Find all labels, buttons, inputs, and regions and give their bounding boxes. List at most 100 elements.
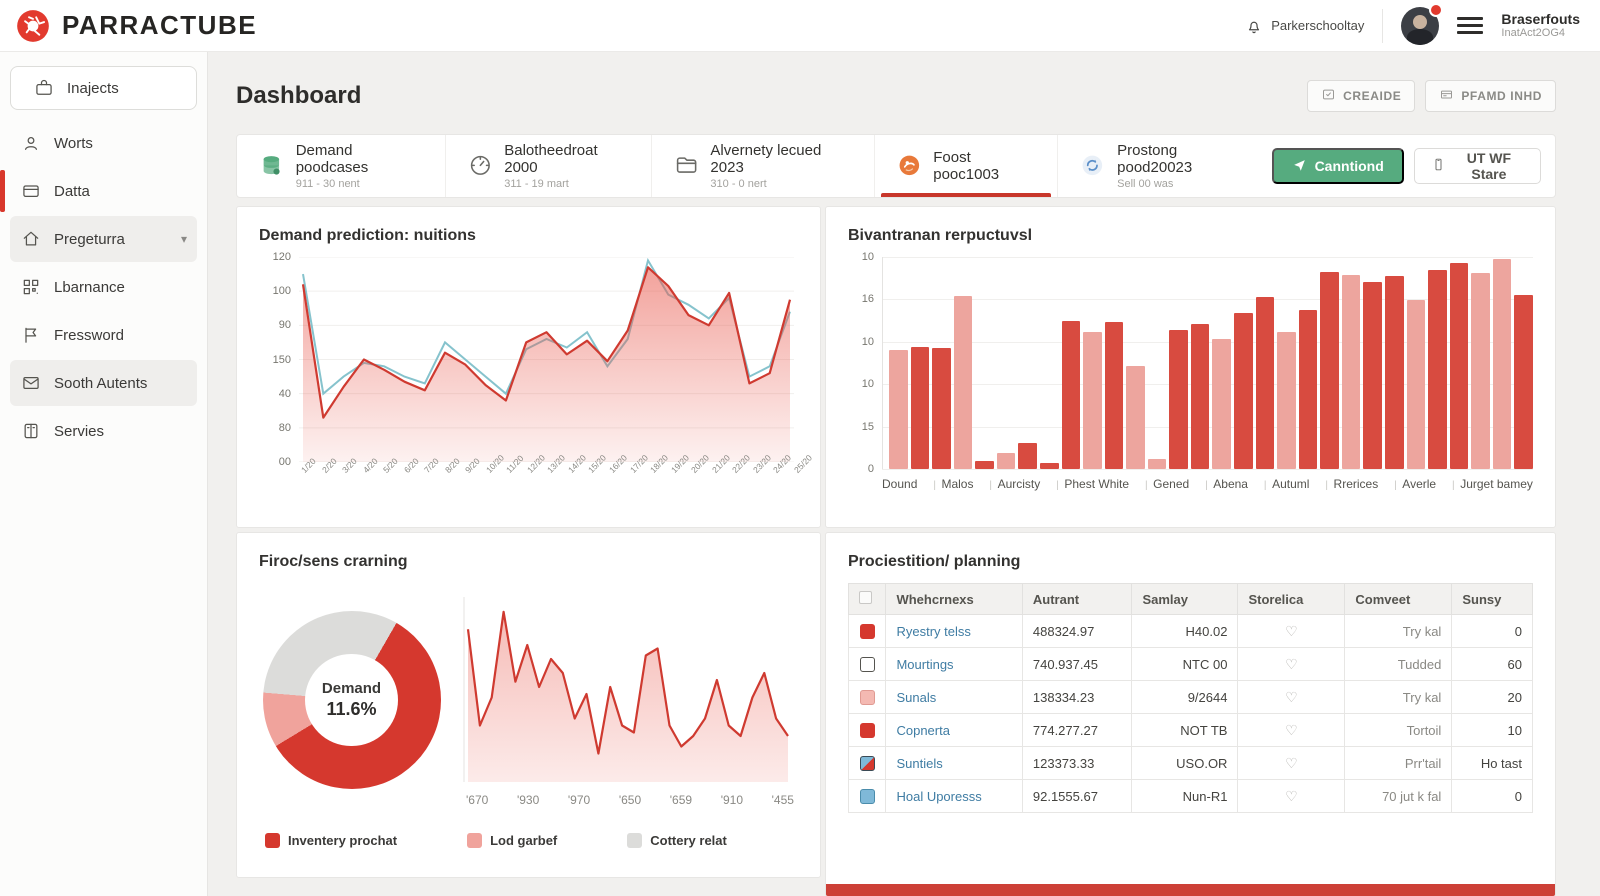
x-tick-label: 23/20: [750, 452, 773, 475]
y-tick-label: 100: [272, 285, 291, 298]
y-tick-label: 80: [278, 421, 291, 434]
row-storelica-cell: ♡: [1237, 779, 1346, 813]
x-tick-label: 18/20: [648, 452, 671, 475]
creaide-button[interactable]: CREAIDE: [1307, 80, 1416, 112]
x-tick-label: 14/20: [565, 452, 588, 475]
heart-icon[interactable]: ♡: [1285, 622, 1298, 639]
sidebar-item-sooth-autents[interactable]: Sooth Autents: [10, 360, 197, 406]
sidebar-item-label: Inajects: [67, 79, 119, 97]
tab-title: Foost pooc1003: [933, 149, 1000, 183]
select-all-checkbox[interactable]: [859, 591, 872, 604]
row-samlay-cell: NOT TB: [1131, 713, 1239, 747]
heart-icon[interactable]: ♡: [1285, 655, 1298, 672]
row-storelica-cell: ♡: [1237, 680, 1346, 714]
pfamd-inhd-button[interactable]: PFAMD INHD: [1425, 80, 1556, 112]
tab-subtitle: 911 - 30 nent: [295, 178, 360, 190]
heart-icon[interactable]: ♡: [1285, 688, 1298, 705]
user-block[interactable]: Braserfouts InatAct2OG4: [1501, 11, 1580, 41]
sidebar-item-datta[interactable]: Datta: [0, 168, 197, 214]
bar: [1212, 338, 1231, 469]
row-samlay-cell: 9/2644: [1131, 680, 1239, 714]
row-color-swatch[interactable]: [859, 789, 875, 805]
row-sunsy-cell: 0: [1451, 779, 1533, 813]
row-color-swatch[interactable]: [859, 690, 875, 706]
row-name-link[interactable]: Hoal Uporesss: [896, 788, 982, 804]
y-tick-label: 10: [861, 378, 874, 391]
sidebar-item-fressword[interactable]: Fressword: [10, 312, 197, 358]
x-tick-label: 20/20: [689, 452, 712, 475]
button-label: UT WF Stare: [1466, 150, 1512, 182]
x-category-label: Rrerices: [1325, 477, 1379, 491]
bar: [1104, 321, 1124, 469]
row-color-swatch[interactable]: [859, 657, 875, 673]
x-tick-label: 9/20: [463, 456, 482, 475]
sidebar-item-worts[interactable]: Worts: [10, 120, 197, 166]
row-comveet-cell: Try kal: [1344, 614, 1453, 648]
x-tick-label: 4/20: [360, 456, 380, 475]
user-meta: InatAct2OG4: [1501, 27, 1565, 40]
bar: [1169, 330, 1188, 469]
bar: [1277, 332, 1296, 469]
sidebar-item-label: Worts: [54, 134, 93, 152]
row-name-link[interactable]: Ryestry telss: [896, 623, 971, 639]
row-storelica-cell: ♡: [1237, 614, 1346, 648]
top-bar: PARRACTUBE Parkerschooltay Braserfouts I…: [0, 0, 1600, 52]
briefcase-icon: [33, 77, 55, 99]
row-swatch-cell: [847, 713, 887, 747]
x-tick-label: 19/20: [668, 452, 691, 475]
send-icon: [1292, 157, 1307, 175]
tab-text: Prostong pood20023 Sell 00 was: [1117, 142, 1249, 190]
x-category-label: Dound: [882, 477, 918, 491]
notifications-button[interactable]: Parkerschooltay: [1245, 17, 1364, 35]
card-icon: [20, 180, 42, 202]
planning-table: Whehcrnexs Autrant Samlay Storelica Comveet S…: [847, 583, 1533, 813]
legend-label: Cottery relat: [650, 833, 727, 848]
keypad-icon: [1439, 87, 1454, 105]
row-storelica-cell: ♡: [1237, 746, 1346, 780]
bar: [1126, 366, 1145, 469]
ut-wf-stare-button[interactable]: UT WF Stare: [1413, 148, 1541, 184]
tab-text: Demand poodcases 911 - 30 nent: [296, 142, 423, 190]
menu-icon[interactable]: [1457, 17, 1484, 34]
bar-series: [882, 257, 1533, 469]
row-thumbnail[interactable]: [859, 756, 875, 772]
brand[interactable]: PARRACTUBE: [0, 7, 257, 45]
heart-icon[interactable]: ♡: [1285, 787, 1298, 804]
button-label: Canntiond: [1314, 158, 1384, 174]
heart-icon[interactable]: ♡: [1285, 721, 1298, 738]
bar-chart-card: Bivantranan rerpuctuvsl 10 16 10 10 15 0 Doun…: [825, 206, 1556, 528]
tab-title: Alvernety lecued 2023: [710, 142, 822, 176]
bar: [975, 460, 994, 469]
tab-balotheedroat-2000[interactable]: Balotheedroat 2000 311 - 19 mart: [444, 135, 651, 197]
sidebar-item-lbarnance[interactable]: Lbarnance: [10, 264, 197, 310]
tab-subtitle: Sell 00 was: [1117, 178, 1174, 190]
user-avatar[interactable]: [1401, 2, 1444, 45]
tab-alvernety-lecued-2023[interactable]: Alvernety lecued 2023 310 - 0 nert: [650, 135, 874, 197]
heart-icon[interactable]: ♡: [1285, 754, 1298, 771]
sidebar-item-pregeturra[interactable]: Pregeturra ▾: [10, 216, 197, 262]
tab-demand-poodcases[interactable]: Demand poodcases 911 - 30 nent: [237, 135, 445, 197]
tab-foost-pooc1003[interactable]: Foost pooc1003: [873, 135, 1058, 197]
sidebar-item-servies[interactable]: Servies: [10, 408, 197, 454]
sidebar-item-label: Lbarnance: [54, 278, 125, 296]
canntiond-button[interactable]: Canntiond: [1271, 148, 1404, 184]
bar: [1039, 462, 1059, 469]
row-name-link[interactable]: Suntiels: [896, 755, 943, 771]
x-tick-label: '455: [771, 793, 794, 807]
row-name-link[interactable]: Copnerta: [896, 722, 950, 738]
tab-text: Balotheedroat 2000 311 - 19 mart: [504, 142, 628, 190]
row-name-link[interactable]: Mourtings: [896, 656, 954, 672]
card-accent-strip: [826, 884, 1555, 896]
row-name-link[interactable]: Sunals: [896, 689, 937, 705]
row-color-swatch[interactable]: [859, 624, 875, 640]
tab-prostong-pood20023[interactable]: Prostong pood20023 Sell 00 was: [1057, 135, 1271, 197]
column-header: Storelica: [1237, 583, 1346, 615]
bar: [1255, 297, 1275, 469]
sidebar-item-inajects[interactable]: Inajects: [10, 66, 197, 110]
column-header: Autrant: [1021, 583, 1133, 615]
x-category-label: Averle: [1394, 477, 1436, 491]
y-tick-label: 40: [278, 387, 291, 400]
sidebar-item-label: Pregeturra: [54, 230, 125, 248]
row-color-swatch[interactable]: [859, 723, 875, 739]
qr-icon: [20, 276, 42, 298]
